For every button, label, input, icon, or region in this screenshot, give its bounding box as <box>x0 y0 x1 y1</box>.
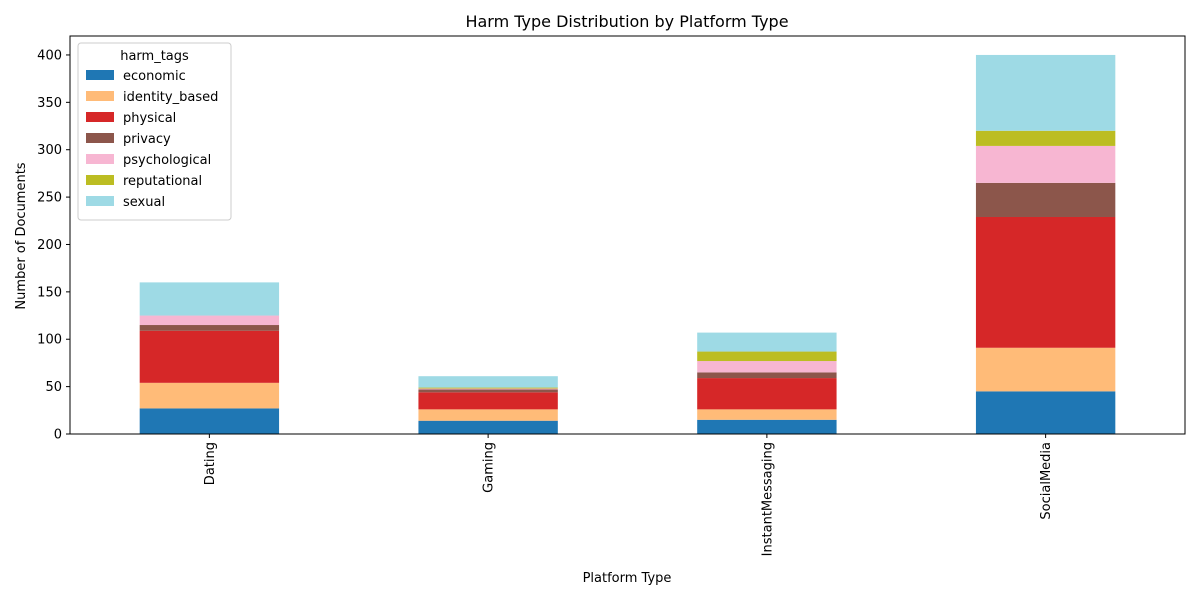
bar-Dating-privacy <box>139 325 280 331</box>
y-tick-label: 150 <box>37 285 62 300</box>
bars-layer <box>139 54 1116 434</box>
bar-Gaming-economic <box>418 420 558 434</box>
legend-label-privacy: privacy <box>123 132 171 147</box>
y-axis-title: Number of Documents <box>14 162 29 309</box>
bar-SocialMedia-reputational <box>975 130 1116 146</box>
chart-title: Harm Type Distribution by Platform Type <box>465 12 788 31</box>
bar-Dating-sexual <box>139 282 280 316</box>
legend: harm_tags economic identity_based physical p… <box>77 42 232 221</box>
legend-swatch-economic <box>86 70 114 80</box>
bar-Dating-physical <box>139 330 280 383</box>
bar-SocialMedia-psychological <box>975 145 1116 183</box>
plot-frame <box>69 35 1186 435</box>
y-tick-label: 400 <box>37 48 62 63</box>
bar-SocialMedia-physical <box>975 217 1116 348</box>
bar-InstantMessaging-physical <box>697 378 837 410</box>
bar-Gaming-reputational <box>418 387 558 389</box>
legend-swatch-privacy <box>86 133 114 143</box>
legend-swatch-reputational <box>86 175 114 185</box>
x-tick-label-SocialMedia: SocialMedia <box>1039 442 1054 520</box>
y-tick-label: 0 <box>54 428 62 443</box>
bar-InstantMessaging-identity_based <box>697 409 837 420</box>
bar-InstantMessaging-economic <box>697 419 837 434</box>
bar-Dating-economic <box>139 408 280 434</box>
legend-label-psychological: psychological <box>123 153 211 168</box>
y-tick-label: 300 <box>37 143 62 158</box>
bar-Dating-psychological <box>139 315 280 326</box>
bar-Gaming-privacy <box>418 389 558 393</box>
bar-Gaming-sexual <box>418 376 558 388</box>
legend-label-identity_based: identity_based <box>123 90 218 105</box>
bar-SocialMedia-identity_based <box>975 347 1116 392</box>
bar-InstantMessaging-reputational <box>697 351 837 362</box>
legend-swatch-psychological <box>86 154 114 164</box>
bar-InstantMessaging-psychological <box>697 361 837 373</box>
x-tick-label-Dating: Dating <box>203 442 218 485</box>
axes-layer: 0 50 100 150 200 250 300 350 400 Dating Gaming Inst… <box>37 35 1186 556</box>
bar-Gaming-identity_based <box>418 409 558 421</box>
y-tick-label: 250 <box>37 191 62 206</box>
bar-SocialMedia-sexual <box>975 54 1116 131</box>
y-tick-label: 50 <box>45 380 62 395</box>
legend-swatch-physical <box>86 112 114 122</box>
x-axis-title: Platform Type <box>583 571 672 586</box>
bar-Gaming-psychological <box>418 388 558 390</box>
bar-InstantMessaging-sexual <box>697 332 837 352</box>
bar-InstantMessaging-privacy <box>697 372 837 379</box>
bar-Dating-identity_based <box>139 382 280 409</box>
legend-label-sexual: sexual <box>123 195 165 210</box>
bar-SocialMedia-privacy <box>975 182 1116 217</box>
bar-Gaming-physical <box>418 392 558 410</box>
legend-title: harm_tags <box>120 49 189 64</box>
legend-swatch-identity_based <box>86 91 114 101</box>
y-tick-label: 100 <box>37 333 62 348</box>
legend-swatch-sexual <box>86 196 114 206</box>
legend-label-reputational: reputational <box>123 174 202 189</box>
legend-label-physical: physical <box>123 111 176 126</box>
x-tick-label-Gaming: Gaming <box>482 442 497 493</box>
y-tick-label: 350 <box>37 96 62 111</box>
legend-label-economic: economic <box>123 69 186 84</box>
x-tick-label-InstantMessaging: InstantMessaging <box>760 442 775 556</box>
bar-SocialMedia-economic <box>975 391 1116 434</box>
y-tick-label: 200 <box>37 238 62 253</box>
legend-box <box>77 42 232 221</box>
